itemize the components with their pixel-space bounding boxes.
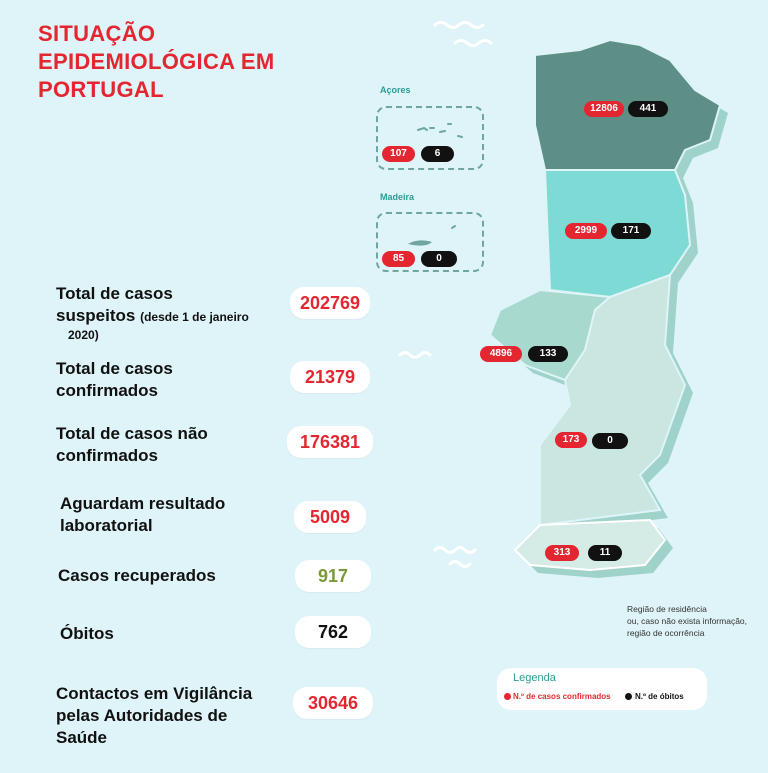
- alentejo-deaths-badge: 0: [592, 433, 628, 449]
- algarve-deaths-badge: 11: [588, 545, 622, 561]
- acores-label: Açores: [380, 85, 411, 95]
- map-note: Região de residência ou, caso não exista…: [627, 604, 748, 638]
- algarve-cases-badge: 313: [545, 545, 579, 561]
- portugal-map: [488, 38, 728, 578]
- stat-nao-confirmados-value: 176381: [287, 426, 373, 458]
- acores-cases-badge: 107: [382, 146, 415, 162]
- madeira-islands-shape: [408, 225, 456, 246]
- stat-confirmados-label: Total de casos confirmados: [56, 359, 173, 400]
- title-line-3: PORTUGAL: [38, 77, 164, 102]
- stat-obitos-label: Óbitos: [60, 624, 114, 643]
- lisboa-cases-badge: 4896: [480, 346, 522, 362]
- legend-cases-label: N.º de casos confirmados: [513, 692, 611, 701]
- madeira-label: Madeira: [380, 192, 415, 202]
- legend-deaths-dot: [625, 693, 632, 700]
- page-title: SITUAÇÃO EPIDEMIOLÓGICA EM PORTUGAL: [38, 20, 275, 104]
- wave-decoration-bottom: [433, 546, 477, 568]
- madeira-map-box: [376, 212, 484, 272]
- stat-recuperados-value: 917: [295, 560, 371, 592]
- lisboa-deaths-badge: 133: [528, 346, 568, 362]
- title-line-1: SITUAÇÃO: [38, 21, 156, 46]
- legend-title: Legenda: [513, 672, 556, 684]
- centro-deaths-badge: 171: [611, 223, 651, 239]
- wave-decoration-top: [433, 21, 493, 47]
- acores-deaths-badge: 6: [421, 146, 454, 162]
- region-alentejo: [539, 273, 687, 527]
- alentejo-cases-badge: 173: [555, 432, 587, 448]
- stat-suspeitos-value: 202769: [290, 287, 370, 319]
- acores-map-box: [376, 106, 484, 170]
- stat-confirmados-value: 21379: [290, 361, 370, 393]
- acores-islands-shape: [417, 123, 463, 138]
- wave-decoration-left: [398, 351, 432, 359]
- madeira-cases-badge: 85: [382, 251, 415, 267]
- stat-obitos-value: 762: [295, 616, 371, 648]
- title-line-2: EPIDEMIOLÓGICA EM: [38, 49, 275, 74]
- legend-deaths-label: N.º de óbitos: [635, 692, 684, 701]
- stat-suspeitos-label: Total de casos suspeitos (desde 1 de jan…: [56, 284, 249, 342]
- legend-box: Legenda N.º de casos confirmados N.º de …: [497, 668, 707, 710]
- stat-nao-confirmados-label: Total de casos não confirmados: [56, 424, 208, 465]
- region-algarve: [513, 518, 667, 572]
- norte-cases-badge: 12806: [584, 101, 624, 117]
- stat-aguardam-label: Aguardam resultado laboratorial: [60, 494, 226, 535]
- norte-deaths-badge: 441: [628, 101, 668, 117]
- centro-cases-badge: 2999: [565, 223, 607, 239]
- madeira-deaths-badge: 0: [421, 251, 457, 267]
- stat-contactos-value: 30646: [293, 687, 373, 719]
- stat-aguardam-value: 5009: [294, 501, 366, 533]
- stat-contactos-label: Contactos em Vigilância pelas Autoridade…: [56, 684, 253, 747]
- stat-recuperados-label: Casos recuperados: [58, 566, 216, 585]
- legend-cases-dot: [504, 693, 511, 700]
